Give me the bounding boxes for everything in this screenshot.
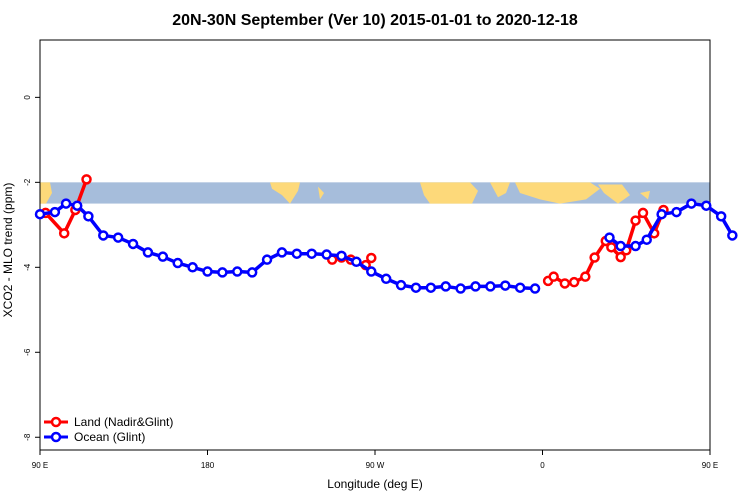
data-point <box>568 276 580 288</box>
data-point <box>529 283 541 294</box>
data-point <box>656 208 667 220</box>
map-land <box>420 182 478 204</box>
data-point <box>157 251 169 262</box>
map-land <box>40 182 52 204</box>
data-point <box>336 250 347 262</box>
data-point <box>604 232 615 243</box>
data-point <box>380 273 392 285</box>
data-point <box>291 248 303 259</box>
legend-marker <box>50 431 62 443</box>
data-point <box>187 262 198 273</box>
series-line <box>608 201 734 248</box>
data-point <box>321 249 332 260</box>
data-point <box>559 278 571 289</box>
map-land <box>640 190 650 200</box>
data-point <box>630 215 641 226</box>
data-point <box>500 280 511 291</box>
y-tick-label: -8 <box>23 433 32 441</box>
x-tick-label: 90 W <box>366 461 385 470</box>
series-line <box>44 178 89 236</box>
data-point <box>246 267 258 278</box>
data-point <box>127 238 139 250</box>
y-axis-label: XCO2 - MLO trend (ppm) <box>1 183 15 318</box>
data-point <box>83 211 94 222</box>
world-map-band <box>40 182 710 204</box>
data-point <box>366 266 377 277</box>
series-layer <box>34 174 738 294</box>
data-point <box>232 266 243 277</box>
data-point <box>60 198 72 209</box>
x-tick-label: 90 E <box>32 461 48 470</box>
data-point <box>715 211 727 222</box>
data-point <box>261 254 273 265</box>
data-point <box>615 240 626 252</box>
data-point <box>641 234 652 245</box>
x-tick-label: 0 <box>540 461 545 470</box>
series-line <box>547 209 666 286</box>
chart-title: 20N-30N September (Ver 10) 2015-01-01 to… <box>172 12 578 29</box>
data-point <box>548 271 559 282</box>
data-point <box>276 247 288 258</box>
data-point <box>410 282 422 293</box>
data-point <box>637 207 649 219</box>
data-point <box>727 230 738 241</box>
y-tick-label: -2 <box>23 178 32 186</box>
data-point <box>58 228 70 239</box>
data-point <box>34 208 46 220</box>
data-point <box>701 200 712 211</box>
map-land <box>515 182 600 204</box>
x-axis-label: Longitude (deg E) <box>327 477 422 491</box>
map-land <box>270 182 300 204</box>
legend-label: Ocean (Glint) <box>74 430 145 444</box>
data-point <box>440 281 451 292</box>
data-point <box>686 198 697 209</box>
data-point <box>514 282 526 293</box>
legend-marker <box>50 416 62 428</box>
data-point <box>671 206 682 218</box>
legend: Land (Nadir&Glint)Ocean (Glint) <box>44 415 173 444</box>
data-point <box>606 242 617 253</box>
data-point <box>580 271 591 282</box>
data-point <box>306 248 317 259</box>
legend-label: Land (Nadir&Glint) <box>74 415 173 429</box>
data-point <box>142 247 154 258</box>
data-point <box>81 174 92 185</box>
data-point <box>112 232 124 243</box>
data-point <box>615 251 626 263</box>
y-axis: 0 -2 -4 -6 -8 <box>23 95 40 441</box>
data-point <box>351 256 362 268</box>
y-tick-label: -6 <box>23 348 32 356</box>
map-land <box>318 186 324 200</box>
map-land <box>490 182 510 198</box>
data-point <box>425 282 437 293</box>
data-point <box>470 281 481 292</box>
data-point <box>485 281 496 292</box>
data-point <box>366 252 377 264</box>
data-point <box>589 252 600 263</box>
data-point <box>217 267 228 278</box>
map-land <box>598 184 630 204</box>
data-point <box>98 230 109 241</box>
y-tick-label: -4 <box>23 263 32 271</box>
x-tick-label: 90 E <box>702 461 718 470</box>
x-tick-label: 180 <box>201 461 215 470</box>
data-point <box>455 283 466 294</box>
data-point <box>71 200 83 211</box>
x-axis: 90 E 180 90 W 0 90 E <box>32 450 718 470</box>
data-point <box>202 266 213 277</box>
data-point <box>172 257 183 269</box>
y-tick-label: 0 <box>23 95 32 100</box>
data-point <box>395 279 407 291</box>
series-line <box>39 201 536 291</box>
series-ocean <box>34 198 738 294</box>
data-point <box>630 240 641 252</box>
data-point <box>49 206 61 218</box>
